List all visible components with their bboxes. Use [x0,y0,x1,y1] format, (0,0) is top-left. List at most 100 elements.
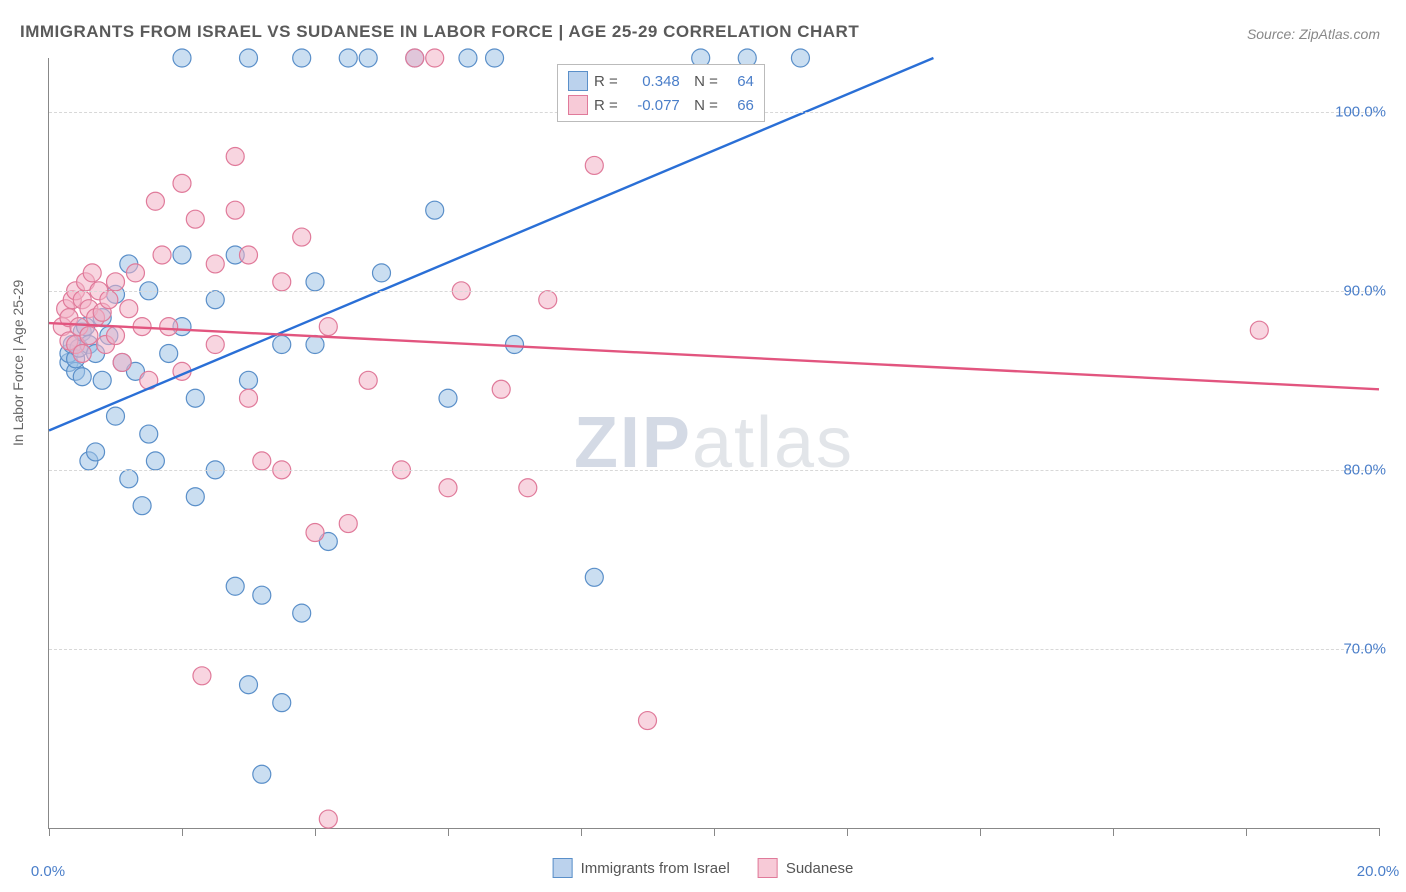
scatter-point [1250,321,1268,339]
legend-label: Immigrants from Israel [581,860,730,877]
scatter-point [293,49,311,67]
y-axis-label: In Labor Force | Age 25-29 [10,280,26,446]
r-value: -0.077 [624,97,680,114]
n-label: N = [686,73,718,90]
legend-swatch [553,858,573,878]
scatter-point [359,49,377,67]
scatter-point [293,228,311,246]
scatter-point [206,336,224,354]
scatter-point [73,344,91,362]
y-tick-label: 100.0% [1335,103,1386,120]
scatter-point [253,452,271,470]
n-label: N = [686,97,718,114]
scatter-point [140,425,158,443]
r-label: R = [594,97,618,114]
legend-swatch [758,858,778,878]
scatter-point [120,470,138,488]
scatter-point [226,201,244,219]
scatter-point [459,49,477,67]
scatter-point [339,49,357,67]
scatter-point [107,407,125,425]
scatter-point [791,49,809,67]
scatter-point [306,336,324,354]
scatter-point [253,765,271,783]
scatter-point [160,344,178,362]
x-tick [1246,828,1247,836]
scatter-point [226,147,244,165]
scatter-point [186,210,204,228]
legend-swatch [568,71,588,91]
scatter-point [585,156,603,174]
scatter-point [240,49,258,67]
scatter-point [80,327,98,345]
scatter-point [519,479,537,497]
scatter-point [100,291,118,309]
legend-row: R = -0.077 N = 66 [568,93,754,117]
x-tick-label: 20.0% [1357,863,1400,880]
x-tick [847,828,848,836]
scatter-point [585,568,603,586]
scatter-point [539,291,557,309]
scatter-point [492,380,510,398]
y-tick-label: 90.0% [1343,282,1386,299]
scatter-point [186,488,204,506]
scatter-point [240,389,258,407]
scatter-point [153,246,171,264]
n-value: 66 [724,97,754,114]
x-tick [980,828,981,836]
x-tick-label: 0.0% [31,863,65,880]
x-tick [714,828,715,836]
legend-swatch [568,95,588,115]
scatter-point [439,479,457,497]
x-tick [49,828,50,836]
y-tick-label: 80.0% [1343,461,1386,478]
scatter-point [120,300,138,318]
legend-row: R = 0.348 N = 64 [568,69,754,93]
scatter-point [193,667,211,685]
x-tick [581,828,582,836]
chart-svg [49,58,1379,828]
scatter-point [160,318,178,336]
r-value: 0.348 [624,73,680,90]
scatter-point [173,246,191,264]
scatter-point [87,443,105,461]
scatter-point [306,273,324,291]
scatter-point [439,389,457,407]
scatter-point [426,201,444,219]
scatter-point [306,524,324,542]
scatter-point [240,676,258,694]
regression-line [49,58,933,430]
scatter-point [107,273,125,291]
scatter-point [426,49,444,67]
chart-title: IMMIGRANTS FROM ISRAEL VS SUDANESE IN LA… [20,22,859,42]
scatter-point [73,368,91,386]
scatter-point [173,174,191,192]
x-tick [448,828,449,836]
scatter-point [339,515,357,533]
scatter-point [273,694,291,712]
scatter-point [83,264,101,282]
gridline-h [49,470,1379,471]
scatter-point [240,246,258,264]
series-legend: Immigrants from Israel Sudanese [553,858,854,878]
scatter-point [319,318,337,336]
scatter-point [206,255,224,273]
scatter-point [506,336,524,354]
scatter-point [240,371,258,389]
scatter-point [206,291,224,309]
legend-item: Sudanese [758,858,854,878]
scatter-point [293,604,311,622]
n-value: 64 [724,73,754,90]
scatter-point [146,192,164,210]
scatter-point [126,264,144,282]
x-tick [182,828,183,836]
gridline-h [49,291,1379,292]
x-tick [1379,828,1380,836]
scatter-point [373,264,391,282]
plot-area: ZIPatlas [48,58,1379,829]
scatter-point [486,49,504,67]
scatter-point [319,810,337,828]
legend-item: Immigrants from Israel [553,858,730,878]
r-label: R = [594,73,618,90]
scatter-point [133,497,151,515]
